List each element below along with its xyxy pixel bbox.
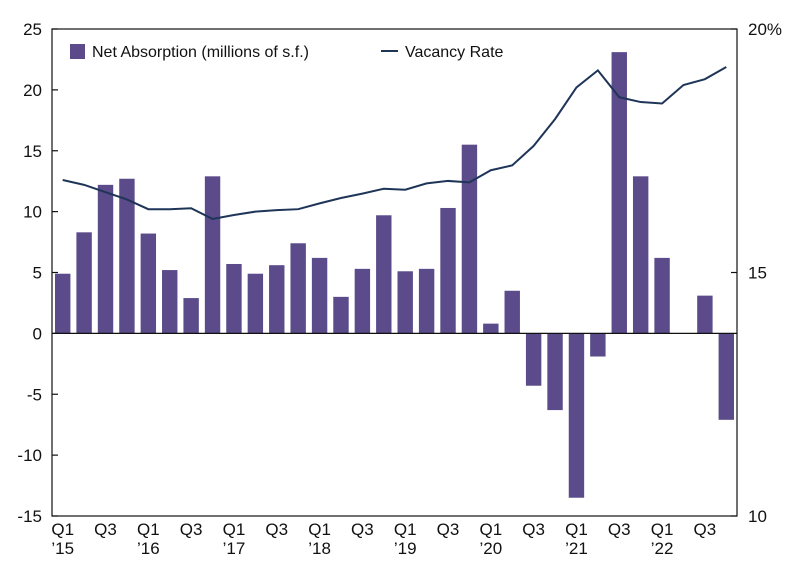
left-tick-label-2: -5	[27, 385, 42, 404]
bar-6	[183, 298, 199, 334]
x-tick-year-6: ’18	[308, 539, 331, 558]
left-tick-label-5: 10	[23, 203, 42, 222]
bar-2	[97, 184, 114, 334]
bar-0	[55, 273, 71, 334]
right-axis-ticks: 10 15 20%	[731, 20, 782, 526]
bar-7	[204, 176, 221, 334]
bar-5	[162, 270, 178, 334]
bar-12	[311, 257, 328, 334]
bar-14	[354, 268, 371, 334]
x-tick-quarter-8: Q1	[394, 520, 417, 539]
right-tick-label-1: 15	[748, 264, 767, 283]
legend-label-absorption: Net Absorption (millions of s.f.)	[92, 44, 309, 61]
bar-27	[632, 176, 649, 334]
bar-26	[611, 52, 627, 334]
bar-1	[76, 232, 92, 334]
bar-30	[697, 295, 713, 334]
bar-21	[504, 290, 520, 334]
bar-22	[525, 333, 542, 386]
x-tick-quarter-2: Q1	[137, 520, 160, 539]
left-tick-label-8: 25	[23, 20, 42, 39]
bar-11	[290, 243, 306, 334]
x-tick-year-12: ’21	[565, 539, 588, 558]
bar-18	[440, 207, 456, 334]
vacancy-rate-line	[62, 66, 727, 220]
bar-4	[140, 233, 157, 334]
right-tick-label-2: 20%	[748, 20, 782, 39]
x-tick-year-14: ’22	[651, 539, 674, 558]
x-tick-year-0: ’15	[51, 539, 74, 558]
x-tick-year-8: ’19	[394, 539, 417, 558]
bar-17	[418, 268, 435, 334]
x-tick-quarter-14: Q1	[651, 520, 674, 539]
x-tick-quarter-3: Q3	[180, 520, 203, 539]
x-tick-quarter-5: Q3	[265, 520, 288, 539]
right-tick-label-0: 10	[748, 507, 767, 526]
bars-layer	[55, 52, 734, 498]
bar-16	[397, 271, 413, 334]
left-axis-ticks: -15 -10 -5 0 5 10 15 20 25	[17, 20, 58, 526]
left-tick-label-0: -15	[17, 507, 42, 526]
left-tick-label-1: -10	[17, 446, 42, 465]
bar-15	[376, 215, 392, 334]
bar-10	[269, 265, 285, 334]
x-tick-quarter-9: Q3	[437, 520, 460, 539]
left-tick-label-7: 20	[23, 81, 42, 100]
left-tick-label-4: 5	[33, 264, 42, 283]
bar-19	[461, 144, 478, 334]
x-tick-quarter-4: Q1	[223, 520, 246, 539]
left-tick-label-3: 0	[33, 324, 42, 343]
x-tick-quarter-13: Q3	[608, 520, 631, 539]
x-tick-quarter-1: Q3	[94, 520, 117, 539]
x-tick-quarter-7: Q3	[351, 520, 374, 539]
x-tick-quarter-12: Q1	[565, 520, 588, 539]
legend-label-vacancy: Vacancy Rate	[405, 44, 504, 61]
x-tick-quarter-11: Q3	[522, 520, 545, 539]
legend-swatch-bar	[70, 44, 85, 59]
left-tick-label-6: 15	[23, 142, 42, 161]
bar-25	[590, 333, 606, 357]
x-tick-quarter-6: Q1	[308, 520, 331, 539]
bar-9	[247, 273, 264, 334]
bar-23	[547, 333, 563, 411]
bar-20	[483, 323, 499, 334]
x-tick-quarter-10: Q1	[479, 520, 502, 539]
x-tick-quarter-0: Q1	[51, 520, 74, 539]
x-tick-year-10: ’20	[479, 539, 502, 558]
x-tick-year-4: ’17	[223, 539, 246, 558]
bar-24	[568, 333, 585, 498]
x-tick-year-2: ’16	[137, 539, 160, 558]
bar-13	[333, 296, 349, 334]
bar-31	[718, 333, 734, 420]
bar-3	[119, 178, 135, 334]
x-tick-quarter-15: Q3	[694, 520, 717, 539]
bar-8	[226, 263, 242, 334]
bar-28	[654, 257, 670, 334]
legend: Net Absorption (millions of s.f.) Vacanc…	[70, 44, 504, 61]
